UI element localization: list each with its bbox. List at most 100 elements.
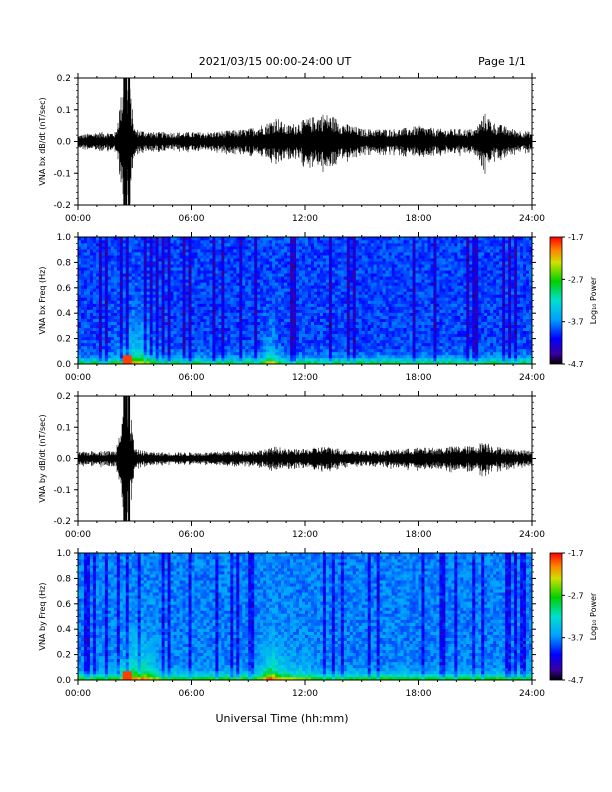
spectrogram-cell xyxy=(224,246,228,250)
spectrogram-cell xyxy=(233,270,237,274)
spectrogram-cell xyxy=(134,237,139,241)
spectrogram-cell xyxy=(233,354,237,359)
spectrogram-cell xyxy=(284,282,288,286)
spectrogram-cell xyxy=(361,246,366,250)
spectrogram-cell xyxy=(415,273,419,277)
spectrogram-cell xyxy=(98,252,103,256)
spectrogram-cell xyxy=(358,285,363,289)
spectrogram-cell xyxy=(409,270,413,274)
spectrogram-cell xyxy=(415,258,419,262)
spectrogram-cell xyxy=(80,294,85,298)
spectrogram-cell xyxy=(334,327,339,332)
spectrogram-cell xyxy=(275,288,279,292)
spectrogram-cell xyxy=(313,237,318,241)
spectrogram-cell xyxy=(158,297,162,301)
spectrogram-cell xyxy=(373,282,377,286)
spectrogram-cell xyxy=(400,264,404,268)
spectrogram-cell xyxy=(131,252,136,256)
spectrogram-cell xyxy=(167,351,171,356)
spectrogram-cell xyxy=(89,303,94,307)
spectrogram-cell xyxy=(418,339,422,344)
spectrogram-cell xyxy=(272,294,276,298)
spectrogram-cell xyxy=(310,330,315,335)
spectrogram-cell xyxy=(140,282,145,286)
spectrogram-cell xyxy=(313,273,318,277)
spectrogram-cell xyxy=(104,294,109,298)
spectrogram-cell xyxy=(367,297,372,301)
spectrogram-cell xyxy=(209,282,213,286)
spectrogram-cell xyxy=(78,300,82,304)
spectrogram-cell xyxy=(221,258,225,262)
spectrogram-cell xyxy=(134,354,139,359)
spectrogram-cell xyxy=(340,342,345,347)
spectrogram-cell xyxy=(230,237,234,241)
spectrogram-cell xyxy=(328,240,333,244)
spectrogram-cell xyxy=(149,291,153,295)
spectrogram-cell xyxy=(80,285,85,289)
spectrogram-cell xyxy=(146,285,150,289)
spectrogram-cell xyxy=(325,318,330,322)
spectrogram-cell xyxy=(349,336,354,341)
spectrogram-cell xyxy=(200,360,204,365)
spectrogram-cell xyxy=(233,276,237,280)
spectrogram-cell xyxy=(176,324,180,329)
spectrogram-cell xyxy=(403,342,407,347)
spectrogram-cell xyxy=(251,264,255,268)
spectrogram-cell xyxy=(239,273,243,277)
spectrogram-cell xyxy=(257,321,261,325)
spectrogram-cell xyxy=(361,339,366,344)
spectrogram-cell xyxy=(185,252,189,256)
spectrogram-cell xyxy=(421,348,425,353)
spectrogram-cell xyxy=(251,303,255,307)
spectrogram-cell xyxy=(245,318,249,322)
spectrogram-cell xyxy=(167,324,171,329)
spectrogram-cell xyxy=(260,264,264,268)
spectrogram-cell xyxy=(367,351,372,356)
spectrogram-cell xyxy=(89,240,94,244)
spectrogram-cell xyxy=(221,303,225,307)
spectrogram-cell xyxy=(179,357,183,362)
spectrogram-cell xyxy=(400,294,404,298)
spectrogram-cell xyxy=(227,336,231,341)
spectrogram-cell xyxy=(361,336,366,341)
spectrogram-cell xyxy=(328,306,333,310)
spectrogram-cell xyxy=(310,276,315,280)
spectrogram-cell xyxy=(146,252,150,256)
spectrogram-cell xyxy=(221,240,225,244)
spectrogram-cell xyxy=(415,321,419,325)
spectrogram-cell xyxy=(134,324,139,329)
spectrogram-cell xyxy=(337,267,342,271)
spectrogram-cell xyxy=(418,333,422,338)
spectrogram-cell xyxy=(373,336,377,341)
spectrogram-cell xyxy=(397,249,401,253)
spectrogram-cell xyxy=(313,333,318,338)
spectrogram-cell xyxy=(242,312,246,316)
spectrogram-cell xyxy=(257,288,261,292)
spectrogram-cell xyxy=(406,261,410,265)
spectrogram-cell xyxy=(164,297,168,301)
spectrogram-cell xyxy=(161,255,165,259)
spectrogram-cell xyxy=(161,360,165,365)
spectrogram-cell xyxy=(334,276,339,280)
spectrogram-cell xyxy=(334,297,339,301)
spectrogram-cell xyxy=(89,318,94,322)
spectrogram-cell xyxy=(116,339,121,344)
spectrogram-cell xyxy=(248,255,252,259)
spectrogram-cell xyxy=(131,282,136,286)
spectrogram-cell xyxy=(367,324,372,329)
spectrogram-cell xyxy=(176,354,180,359)
spectrogram-cell xyxy=(412,243,416,247)
spectrogram-cell xyxy=(128,252,133,256)
spectrogram-cell xyxy=(242,255,246,259)
spectrogram-cell xyxy=(284,261,288,265)
spectrogram-cell xyxy=(287,237,291,241)
spectrogram-cell xyxy=(137,273,142,277)
spectrogram-cell xyxy=(209,330,213,335)
spectrogram-cell xyxy=(218,252,222,256)
spectrogram-cell xyxy=(358,306,363,310)
spectrogram-cell xyxy=(266,324,270,329)
spectrogram-cell xyxy=(95,252,100,256)
spectrogram-cell xyxy=(349,339,354,344)
spectrogram-cell xyxy=(224,321,228,325)
spectrogram-cell xyxy=(331,339,336,344)
